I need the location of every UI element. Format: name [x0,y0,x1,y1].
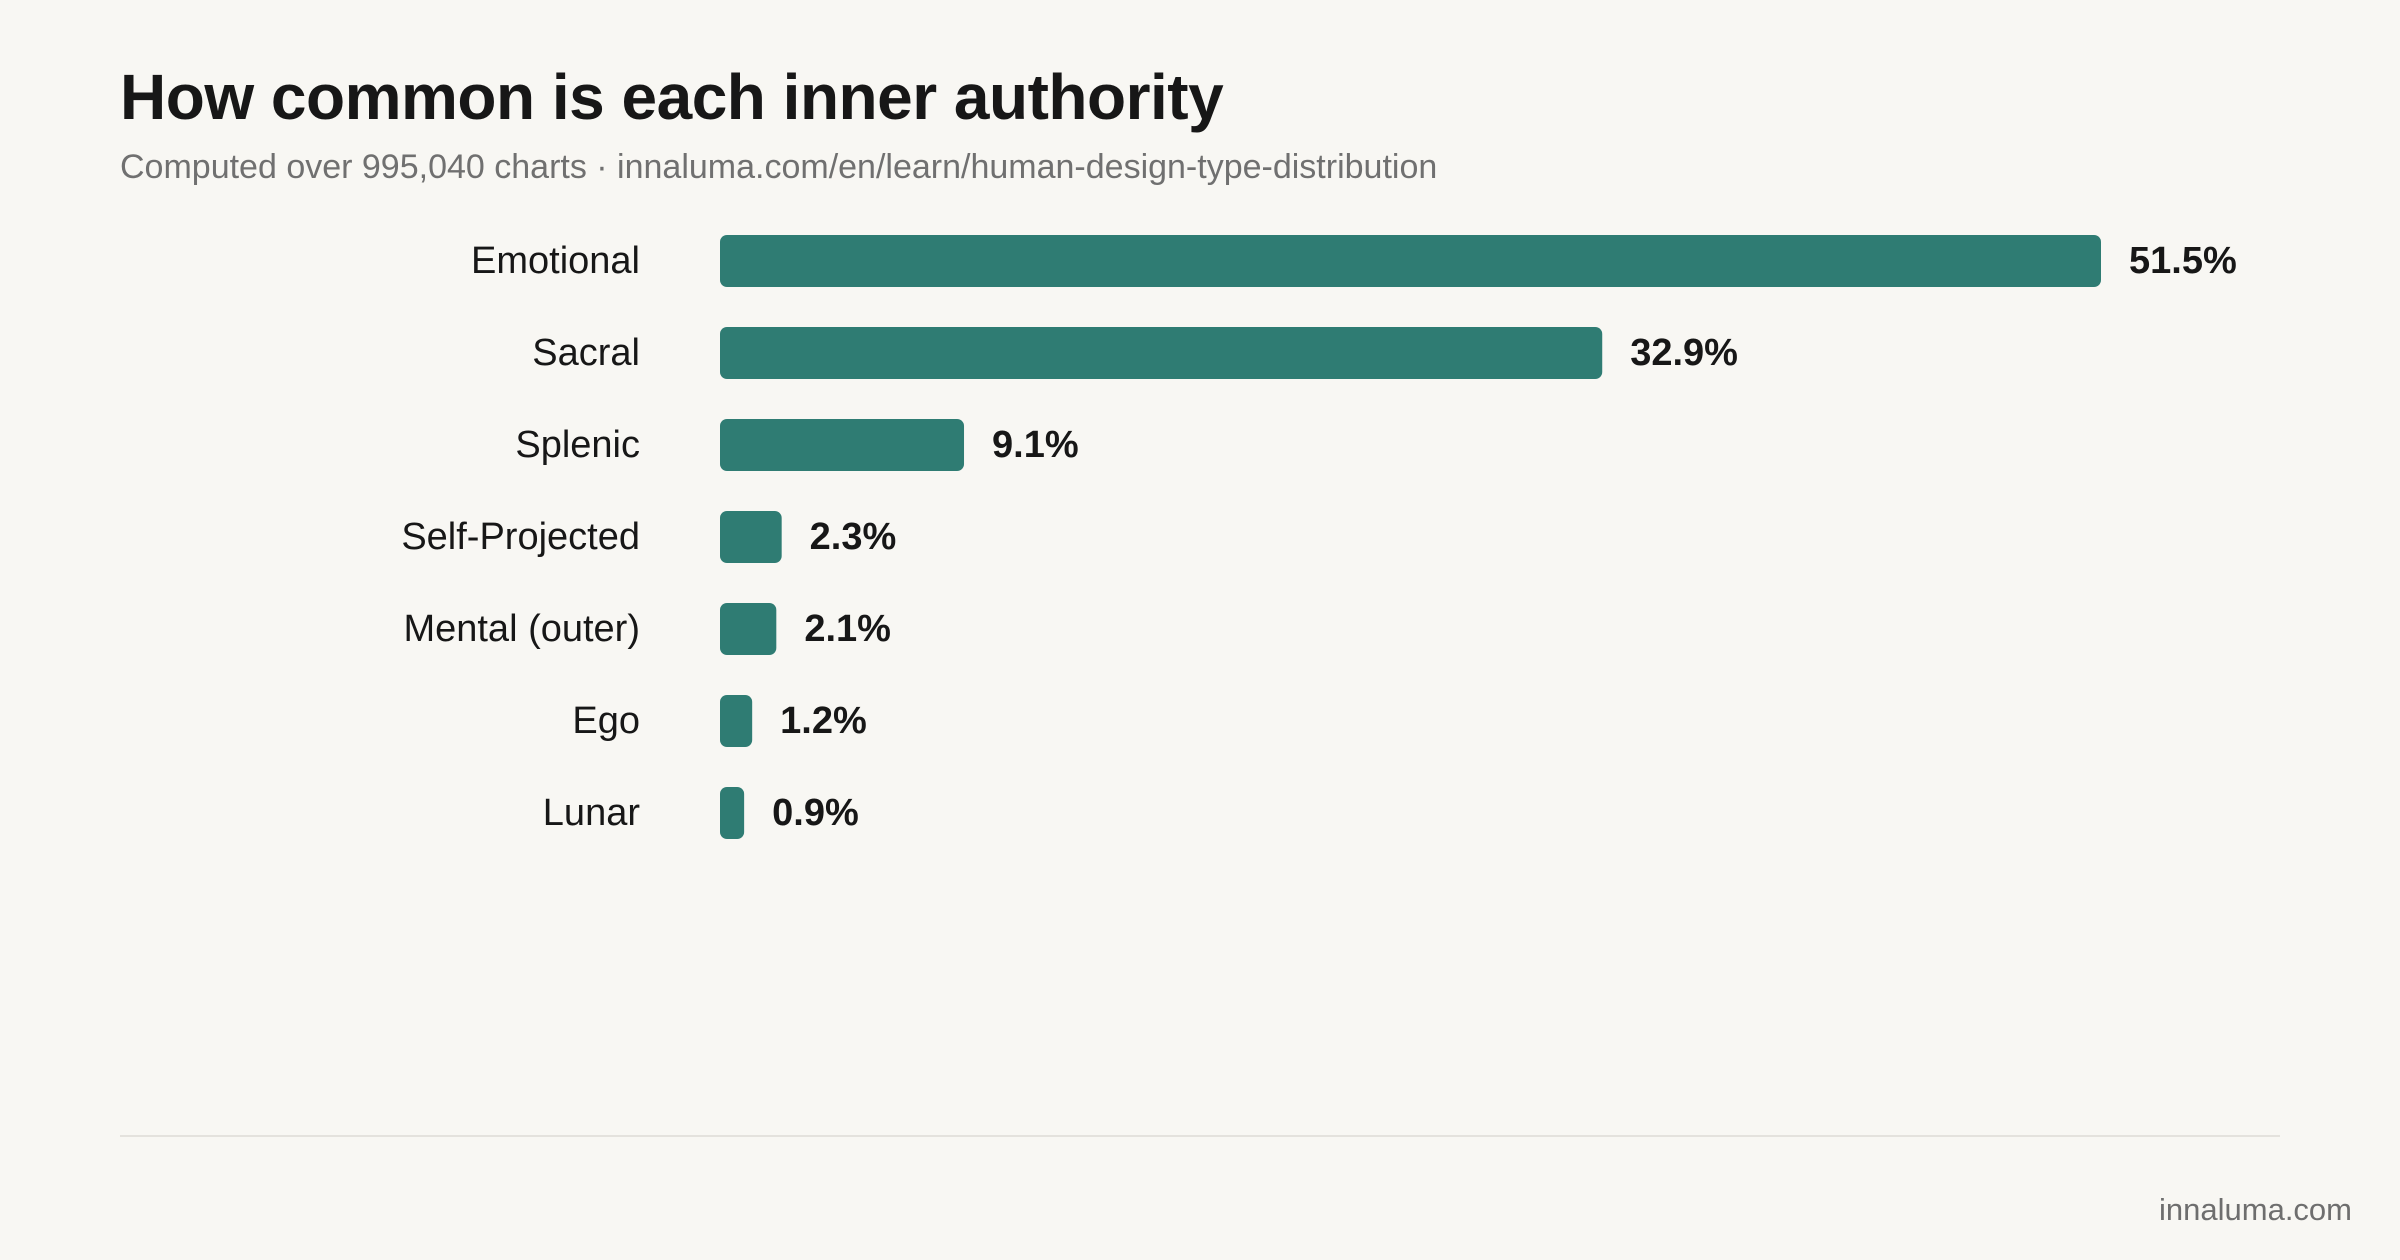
chart-subtitle: Computed over 995,040 charts · innaluma.… [120,148,1438,186]
category-label: Mental (outer) [403,608,640,650]
category-label: Ego [572,700,640,742]
footer-brand: innaluma.com [2159,1192,2352,1227]
value-label: 1.2% [780,700,867,742]
category-label: Sacral [532,332,640,374]
bar [720,787,745,839]
category-label: Splenic [515,424,640,466]
footer-divider [120,1135,2280,1137]
bar-row: Splenic 9.1% [515,419,1079,471]
value-label: 0.9% [772,792,859,834]
bar-row: Emotional 51.5% [471,235,2237,287]
chart-title: How common is each inner authority [120,61,1224,133]
bar [720,419,965,471]
bar [720,327,1603,379]
bar-row: Lunar 0.9% [543,787,859,839]
bar [720,695,753,747]
bar-row: Mental (outer) 2.1% [403,603,891,655]
value-label: 2.3% [810,516,897,558]
bar [720,235,2101,287]
value-label: 51.5% [2129,240,2237,282]
category-label: Emotional [471,240,640,282]
value-label: 2.1% [804,608,891,650]
bar-row: Sacral 32.9% [532,327,1738,379]
category-label: Self-Projected [401,516,640,558]
value-label: 32.9% [1630,332,1738,374]
bar-row: Ego 1.2% [572,695,867,747]
bar [720,511,782,563]
value-label: 9.1% [992,424,1079,466]
bars-layer: Emotional 51.5% Sacral 32.9% Splenic 9.1% Self… [401,235,2237,839]
bar-row: Self-Projected 2.3% [401,511,896,563]
bar [720,603,777,655]
category-label: Lunar [543,792,641,834]
